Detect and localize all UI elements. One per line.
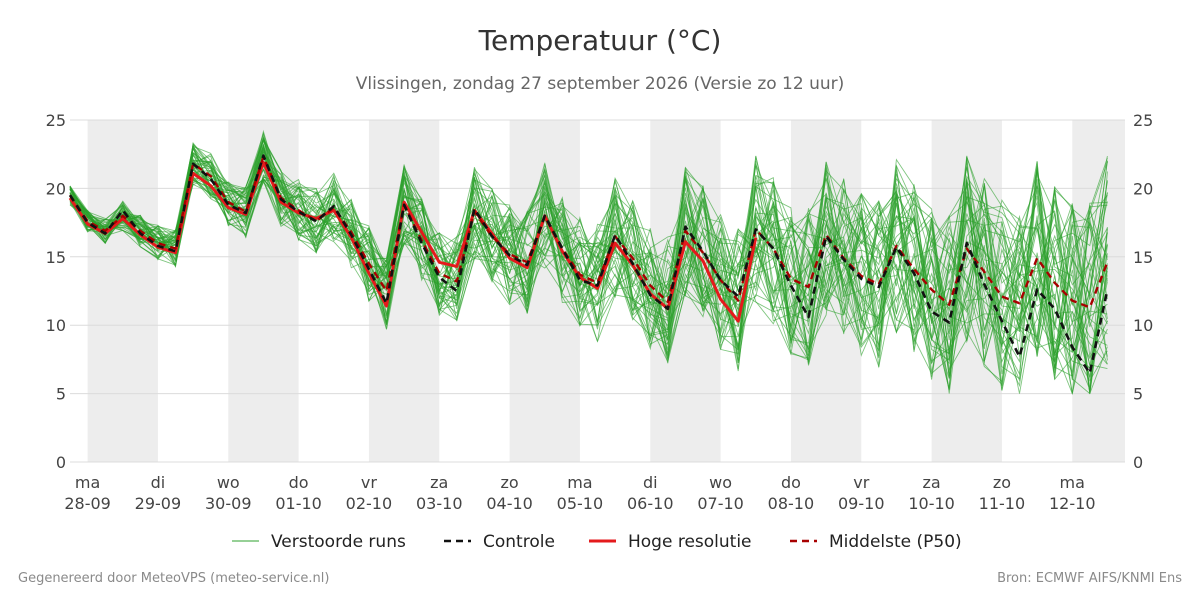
- y-tick-label-left: 15: [46, 248, 66, 267]
- perturbed-run-line: [69, 160, 1108, 362]
- x-tick-day: di: [643, 473, 658, 492]
- x-tick-date: 04-10: [486, 494, 533, 513]
- x-tick-date: 01-10: [275, 494, 322, 513]
- x-tick-date: 12-10: [1049, 494, 1096, 513]
- x-tick-date: 05-10: [557, 494, 604, 513]
- y-tick-label-left: 10: [46, 316, 66, 335]
- x-tick-date: 09-10: [838, 494, 885, 513]
- series-line-hoge-resolutie: [68, 160, 758, 323]
- perturbed-run-line: [69, 146, 1108, 383]
- x-tick-day: wo: [217, 473, 240, 492]
- x-tick-day: vr: [361, 473, 377, 492]
- generated-by-credit: Gegenereerd door MeteoVPS (meteo-service…: [18, 571, 330, 586]
- y-tick-label-right: 25: [1133, 111, 1153, 130]
- legend-label: Controle: [483, 532, 555, 552]
- x-tick-date: 02-10: [346, 494, 393, 513]
- series-line-middelste-p50: [69, 155, 1109, 309]
- x-tick-date: 03-10: [416, 494, 463, 513]
- x-tick-date: 08-10: [768, 494, 815, 513]
- y-tick-label-right: 10: [1133, 316, 1153, 335]
- day-band: [228, 120, 299, 462]
- x-tick-date: 29-09: [135, 494, 182, 513]
- perturbed-run-line: [69, 131, 1108, 394]
- y-tick-label-right: 15: [1133, 248, 1153, 267]
- perturbed-run-line: [69, 151, 1108, 391]
- chart-subtitle: Vlissingen, zondag 27 september 2026 (Ve…: [356, 74, 845, 94]
- x-tick-day: ma: [1060, 473, 1085, 492]
- y-tick-label-left: 25: [46, 111, 66, 130]
- legend-label: Hoge resolutie: [628, 532, 752, 552]
- legend: Verstoorde runs Controle Hoge resolutie Mid…: [232, 532, 962, 552]
- y-axis-right: 0 5 10 15 20 25: [1133, 111, 1153, 472]
- y-tick-label-right: 0: [1133, 453, 1143, 472]
- perturbed-run-line: [69, 152, 1108, 357]
- perturbed-run-line: [69, 177, 1108, 379]
- x-tick-day: zo: [500, 473, 518, 492]
- x-tick-date: 06-10: [627, 494, 674, 513]
- series-line-controle: [68, 154, 1109, 375]
- perturbed-run-line: [69, 154, 1108, 391]
- perturbed-run-line: [69, 156, 1108, 374]
- chart-title: Temperatuur (°C): [478, 24, 722, 57]
- x-tick-day: di: [151, 473, 166, 492]
- x-axis: ma 28-09 di 29-09 wo 30-09 do 01-10 vr 02-10 za 03-…: [64, 473, 1095, 513]
- x-tick-day: ma: [75, 473, 100, 492]
- x-tick-day: za: [430, 473, 448, 492]
- x-tick-day: wo: [709, 473, 732, 492]
- x-tick-date: 28-09: [64, 494, 111, 513]
- x-tick-day: do: [781, 473, 801, 492]
- y-axis-left: 0 5 10 15 20 25: [46, 111, 66, 472]
- x-tick-day: zo: [993, 473, 1011, 492]
- legend-label: Middelste (P50): [829, 532, 962, 552]
- y-tick-label-left: 5: [56, 385, 66, 404]
- x-tick-date: 10-10: [908, 494, 955, 513]
- y-tick-label-left: 0: [56, 453, 66, 472]
- source-credit: Bron: ECMWF AIFS/KNMI Ens: [997, 571, 1182, 586]
- x-tick-day: ma: [567, 473, 592, 492]
- main-series: [68, 154, 1109, 375]
- y-tick-label-right: 5: [1133, 385, 1143, 404]
- legend-label: Verstoorde runs: [271, 532, 406, 552]
- y-tick-label-right: 20: [1133, 179, 1153, 198]
- y-tick-label-left: 20: [46, 179, 66, 198]
- x-tick-date: 07-10: [697, 494, 744, 513]
- x-tick-day: do: [289, 473, 309, 492]
- x-tick-day: vr: [853, 473, 869, 492]
- perturbed-run-line: [69, 159, 1108, 369]
- x-tick-date: 30-09: [205, 494, 252, 513]
- x-tick-day: za: [922, 473, 940, 492]
- day-band: [87, 120, 158, 462]
- x-tick-date: 11-10: [979, 494, 1026, 513]
